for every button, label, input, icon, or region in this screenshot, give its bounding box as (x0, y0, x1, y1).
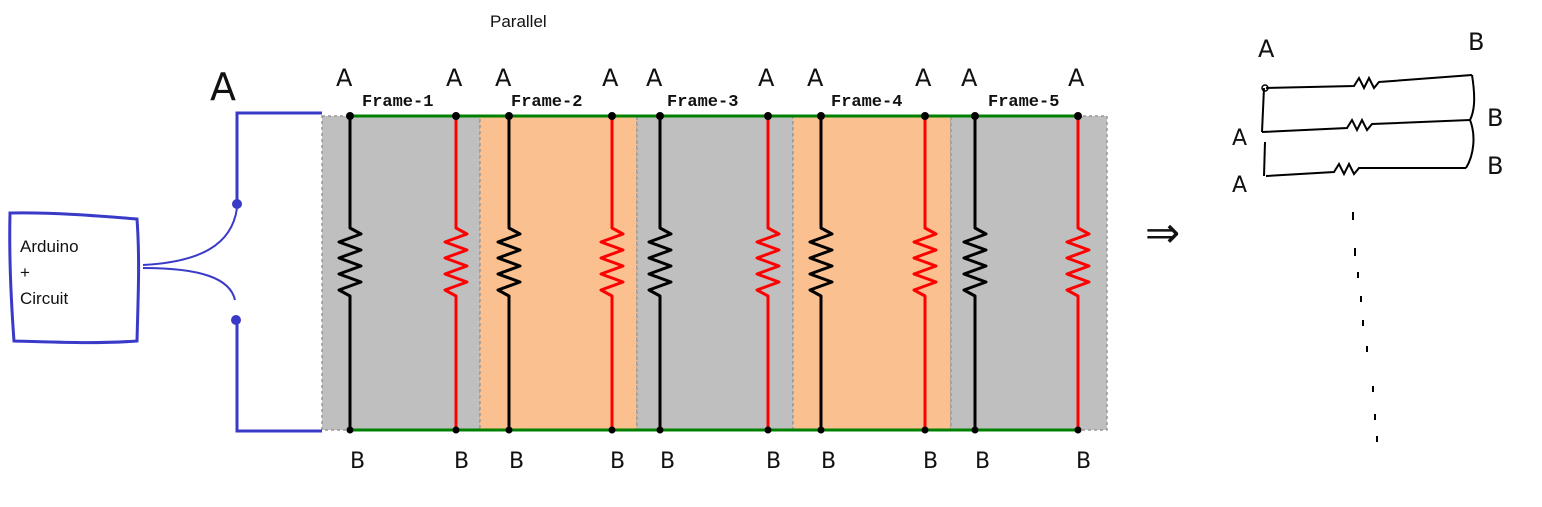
frame-backgrounds (321, 115, 1108, 431)
frame-2-label: Frame-2 (511, 93, 582, 112)
eq-left-vertical-2 (1263, 141, 1266, 177)
eq-left-vertical-1 (1261, 87, 1265, 133)
frame-2-top-left-label: A (495, 64, 512, 92)
frame-1-bottom-left-label: B (350, 449, 365, 474)
frame-3-bottom-left-label: B (660, 449, 675, 474)
frame-4-top-right-label: A (915, 64, 932, 92)
frame-5-red-resistor (1065, 116, 1091, 430)
source-wiring: Arduino + Circuit A (8, 65, 322, 433)
eq-branch-1 (1265, 74, 1473, 91)
frame-2-top-right-label: A (602, 64, 619, 92)
frame-3-red-resistor (755, 116, 781, 430)
frame-4-bottom-left-label: B (821, 449, 836, 474)
bottom-lead (142, 267, 236, 301)
frame-4-black-resistor (808, 116, 834, 430)
left-node-label: A (210, 65, 236, 109)
equivalent-arrow: ⇒ (1145, 208, 1180, 257)
frame-5-node-bottom-2 (1074, 426, 1082, 434)
frame-1-red-resistor (443, 116, 469, 430)
frame-5-node-top-1 (971, 112, 979, 120)
eq-left-node (1261, 84, 1269, 92)
frame-2-node-bottom-1 (505, 426, 513, 434)
frame-2-red-resistor (599, 116, 625, 430)
eq-row2-left: A (1232, 126, 1247, 151)
frame-1-bottom-right-label: B (454, 449, 469, 474)
top-wire (235, 111, 322, 204)
eq-row2-right: B (1487, 104, 1503, 132)
frame-1-black-resistor (337, 116, 363, 430)
frame-5-top-left-label: A (961, 64, 978, 92)
frame-4-node-top-2 (921, 112, 929, 120)
frame-3-node-bottom-1 (656, 426, 664, 434)
frame-5-bottom-right-label: B (1076, 449, 1091, 474)
eq-row3-left: A (1232, 173, 1247, 198)
frame-1-label: Frame-1 (362, 93, 433, 112)
frame-2-black-resistor (496, 116, 522, 430)
top-terminal-dot (232, 199, 242, 209)
frame-3-node-top-1 (656, 112, 664, 120)
source-box-line2: + (20, 263, 30, 282)
bottom-wire (235, 320, 322, 433)
frame-3-node-top-2 (764, 112, 772, 120)
eq-right-vertical (1465, 74, 1476, 169)
source-box-line3: Circuit (20, 289, 68, 308)
equivalent-circuit: ⇒ A B A B A B (1145, 28, 1503, 442)
frame-1-top-right-label: A (446, 64, 463, 92)
frame-3-label: Frame-3 (667, 93, 738, 112)
frame-4-top-left-label: A (807, 64, 824, 92)
diagram-title: Parallel (490, 12, 547, 31)
frame-3-node-bottom-2 (764, 426, 772, 434)
top-lead (142, 207, 238, 266)
frame-1-node-top-1 (346, 112, 354, 120)
frame-5-bottom-left-label: B (975, 449, 990, 474)
eq-row1-right: B (1468, 28, 1484, 56)
frame-2-node-top-1 (505, 112, 513, 120)
frame-1-node-bottom-1 (346, 426, 354, 434)
eq-continuation-dots (1352, 212, 1378, 442)
frame-4-red-resistor (912, 116, 938, 430)
frame-2-bottom-left-label: B (509, 449, 524, 474)
eq-row3-right: B (1487, 152, 1503, 180)
frame-4-node-top-1 (817, 112, 825, 120)
frame-3-top-right-label: A (758, 64, 775, 92)
frame-4-label: Frame-4 (831, 93, 902, 112)
eq-branch-3 (1265, 161, 1466, 177)
frame-5-label: Frame-5 (988, 93, 1059, 112)
frame-4-bottom-right-label: B (923, 449, 938, 474)
eq-row1-left: A (1258, 35, 1275, 63)
frame-4-node-bottom-2 (921, 426, 929, 434)
frame-1-node-bottom-2 (452, 426, 460, 434)
eq-branch-2 (1261, 117, 1471, 133)
source-box (8, 211, 141, 345)
frame-2-bottom-right-label: B (610, 449, 625, 474)
frame-5-node-bottom-1 (971, 426, 979, 434)
frame-5-top-right-label: A (1068, 64, 1085, 92)
frame-1-node-top-2 (452, 112, 460, 120)
frame-5-black-resistor (962, 116, 988, 430)
frame-3-top-left-label: A (646, 64, 663, 92)
frame-5-background (950, 115, 1108, 431)
bottom-terminal-dot (231, 315, 241, 325)
frame-5-node-top-2 (1074, 112, 1082, 120)
frame-3-black-resistor (647, 116, 673, 430)
source-box-line1: Arduino (20, 237, 79, 256)
frame-1-background (321, 115, 481, 431)
frame-3-bottom-right-label: B (766, 449, 781, 474)
frame-1-top-left-label: A (336, 64, 353, 92)
frame-2-node-bottom-2 (608, 426, 616, 434)
frame-2-node-top-2 (608, 112, 616, 120)
frame-4-node-bottom-1 (817, 426, 825, 434)
